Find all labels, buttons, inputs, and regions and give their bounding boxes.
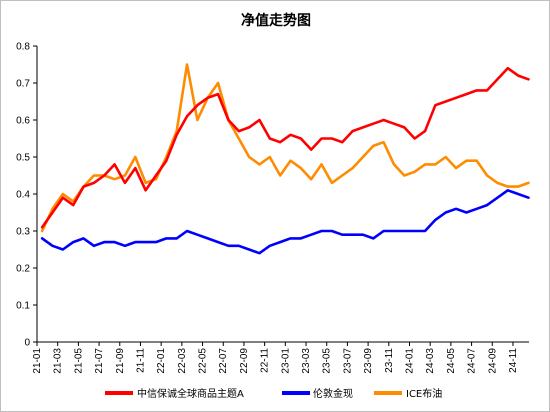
x-tick-label: 21-11	[135, 348, 146, 373]
legend-label-2: ICE布油	[406, 387, 442, 400]
y-tick-label: 0.3	[16, 227, 30, 238]
series-line-2	[40, 63, 530, 233]
x-tick-label: 21-01	[32, 348, 43, 374]
x-tick-label: 23-01	[280, 348, 291, 374]
y-tick-label: 0.5	[16, 153, 30, 164]
x-tick-label: 23-03	[301, 348, 312, 374]
y-tick-label: 0.7	[16, 79, 30, 90]
legend-label-1: 伦敦金现	[313, 387, 353, 400]
x-tick-label: 24-05	[446, 348, 457, 374]
plot-area: 0 0.1 0.2 0.3 0.4 0.5 0.6 0.7 0.8 21-01 21-03 21-05…	[16, 42, 530, 374]
x-tick-label: 21-07	[94, 348, 105, 374]
y-tick-label: 0.1	[16, 301, 30, 312]
x-tick-label: 22-09	[239, 348, 250, 374]
x-tick-label: 24-09	[487, 348, 498, 374]
legend: 中信保诚全球商品主题A 伦敦金现 ICE布油	[105, 387, 442, 400]
series-line-1	[40, 189, 530, 255]
legend-label-0: 中信保诚全球商品主题A	[137, 387, 244, 400]
x-tick-label: 22-11	[260, 348, 271, 373]
y-tick-label: 0.4	[16, 190, 30, 201]
chart-title: 净值走势图	[241, 12, 311, 29]
x-tick-label: 22-05	[198, 348, 209, 374]
x-tick-label: 21-03	[53, 348, 64, 374]
x-tick-label: 24-01	[404, 348, 415, 374]
x-tick-label: 23-09	[363, 348, 374, 374]
y-tick-label: 0.2	[16, 264, 30, 275]
y-tick-label: 0.6	[16, 116, 30, 127]
x-tick-label: 22-03	[177, 348, 188, 374]
x-tick-label: 22-07	[218, 348, 229, 374]
x-tick-label: 23-05	[322, 348, 333, 374]
x-tick-label: 21-05	[73, 348, 84, 374]
x-tick-label: 22-01	[156, 348, 167, 374]
y-tick-label: 0.8	[16, 42, 30, 53]
x-tick-label: 24-07	[467, 348, 478, 374]
series-line-0	[40, 66, 530, 229]
x-tick-label: 21-09	[115, 348, 126, 374]
y-tick-label: 0	[24, 338, 30, 349]
x-tick-label: 23-07	[342, 348, 353, 374]
x-tick-label: 24-11	[508, 348, 519, 373]
x-tick-label: 24-03	[425, 348, 436, 374]
x-tick-label: 23-11	[384, 348, 395, 373]
